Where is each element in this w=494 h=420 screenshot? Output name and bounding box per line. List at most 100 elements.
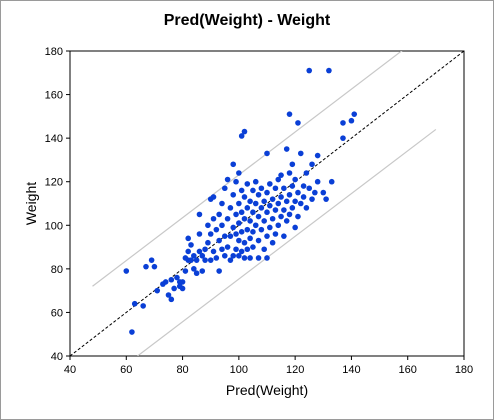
data-point (216, 268, 222, 274)
data-point (261, 198, 267, 205)
data-point (261, 246, 267, 253)
data-point (241, 239, 248, 246)
data-point (227, 205, 234, 211)
data-point (314, 178, 321, 185)
x-tick-label: 120 (286, 364, 304, 376)
data-point (213, 226, 220, 233)
data-point (289, 161, 296, 168)
data-point (247, 235, 253, 242)
data-point (185, 235, 191, 242)
data-point (255, 213, 262, 220)
data-point (269, 215, 276, 222)
data-point (292, 224, 298, 231)
data-point (328, 178, 335, 185)
data-point (295, 189, 301, 196)
data-point (236, 237, 242, 244)
data-point (241, 128, 248, 135)
data-point (162, 279, 169, 285)
data-point (148, 257, 155, 263)
data-point (250, 244, 256, 250)
data-point (258, 185, 265, 192)
data-point (269, 239, 276, 246)
data-point (250, 229, 256, 235)
data-point (255, 237, 262, 244)
data-point (283, 218, 290, 224)
data-point (244, 226, 251, 233)
data-point (255, 255, 262, 261)
data-point (244, 205, 251, 211)
data-point (252, 222, 259, 229)
data-point (193, 270, 200, 277)
data-point (281, 185, 287, 192)
y-axis-label: Weight (23, 182, 39, 225)
x-axis-label: Pred(Weight) (226, 382, 308, 398)
prediction-band-lower (137, 128, 437, 356)
data-point (207, 231, 214, 237)
data-point (283, 146, 290, 152)
data-point (230, 252, 237, 259)
data-point (320, 189, 327, 196)
data-point (216, 211, 222, 218)
data-point (221, 233, 228, 239)
data-point (213, 255, 220, 261)
data-point (224, 176, 231, 183)
data-point (250, 209, 256, 216)
data-point (191, 266, 197, 272)
y-tick-label: 120 (45, 177, 63, 189)
data-point (182, 268, 189, 274)
data-point (227, 233, 234, 239)
y-tick-label: 60 (51, 307, 63, 319)
data-point (348, 117, 355, 124)
x-axis-ticks: 40 60 80 100 120 140 160 180 (64, 356, 473, 376)
data-point (295, 120, 301, 126)
data-point (210, 248, 217, 255)
data-point (340, 135, 346, 141)
data-point (168, 296, 175, 303)
data-point (275, 222, 282, 229)
data-point (241, 215, 248, 222)
data-point (300, 194, 307, 200)
x-tick-label: 40 (64, 364, 76, 376)
data-point (236, 200, 242, 207)
data-point (289, 183, 296, 189)
data-points (123, 67, 358, 335)
data-point (309, 161, 315, 168)
data-point (351, 111, 358, 117)
data-point (303, 170, 310, 176)
data-point (154, 287, 161, 294)
data-point (267, 202, 273, 209)
data-point (202, 257, 208, 263)
data-point (236, 252, 242, 259)
data-point (205, 222, 211, 229)
data-point (250, 187, 256, 194)
x-tick-label: 160 (399, 364, 417, 376)
data-point (278, 194, 284, 200)
data-point (323, 196, 329, 202)
data-point (306, 67, 313, 74)
data-point (312, 189, 318, 196)
chart-title: Pred(Weight) - Weight (163, 12, 331, 29)
y-tick-label: 80 (51, 264, 63, 276)
data-point (131, 300, 138, 307)
y-tick-label: 100 (45, 220, 63, 232)
data-point (188, 242, 194, 248)
data-point (247, 198, 253, 205)
data-point (185, 248, 191, 255)
data-point (252, 178, 259, 185)
x-tick-label: 100 (230, 364, 248, 376)
data-point (140, 303, 146, 309)
y-tick-label: 180 (45, 46, 63, 58)
data-point (230, 191, 237, 198)
data-point (224, 215, 231, 222)
data-point (340, 120, 346, 126)
data-point (252, 200, 259, 207)
data-point (241, 255, 248, 261)
data-point (314, 152, 321, 159)
data-point (264, 255, 270, 261)
data-point (247, 218, 253, 224)
data-point (230, 161, 237, 168)
data-point (267, 224, 273, 231)
data-point (297, 200, 304, 207)
data-point (168, 276, 175, 283)
